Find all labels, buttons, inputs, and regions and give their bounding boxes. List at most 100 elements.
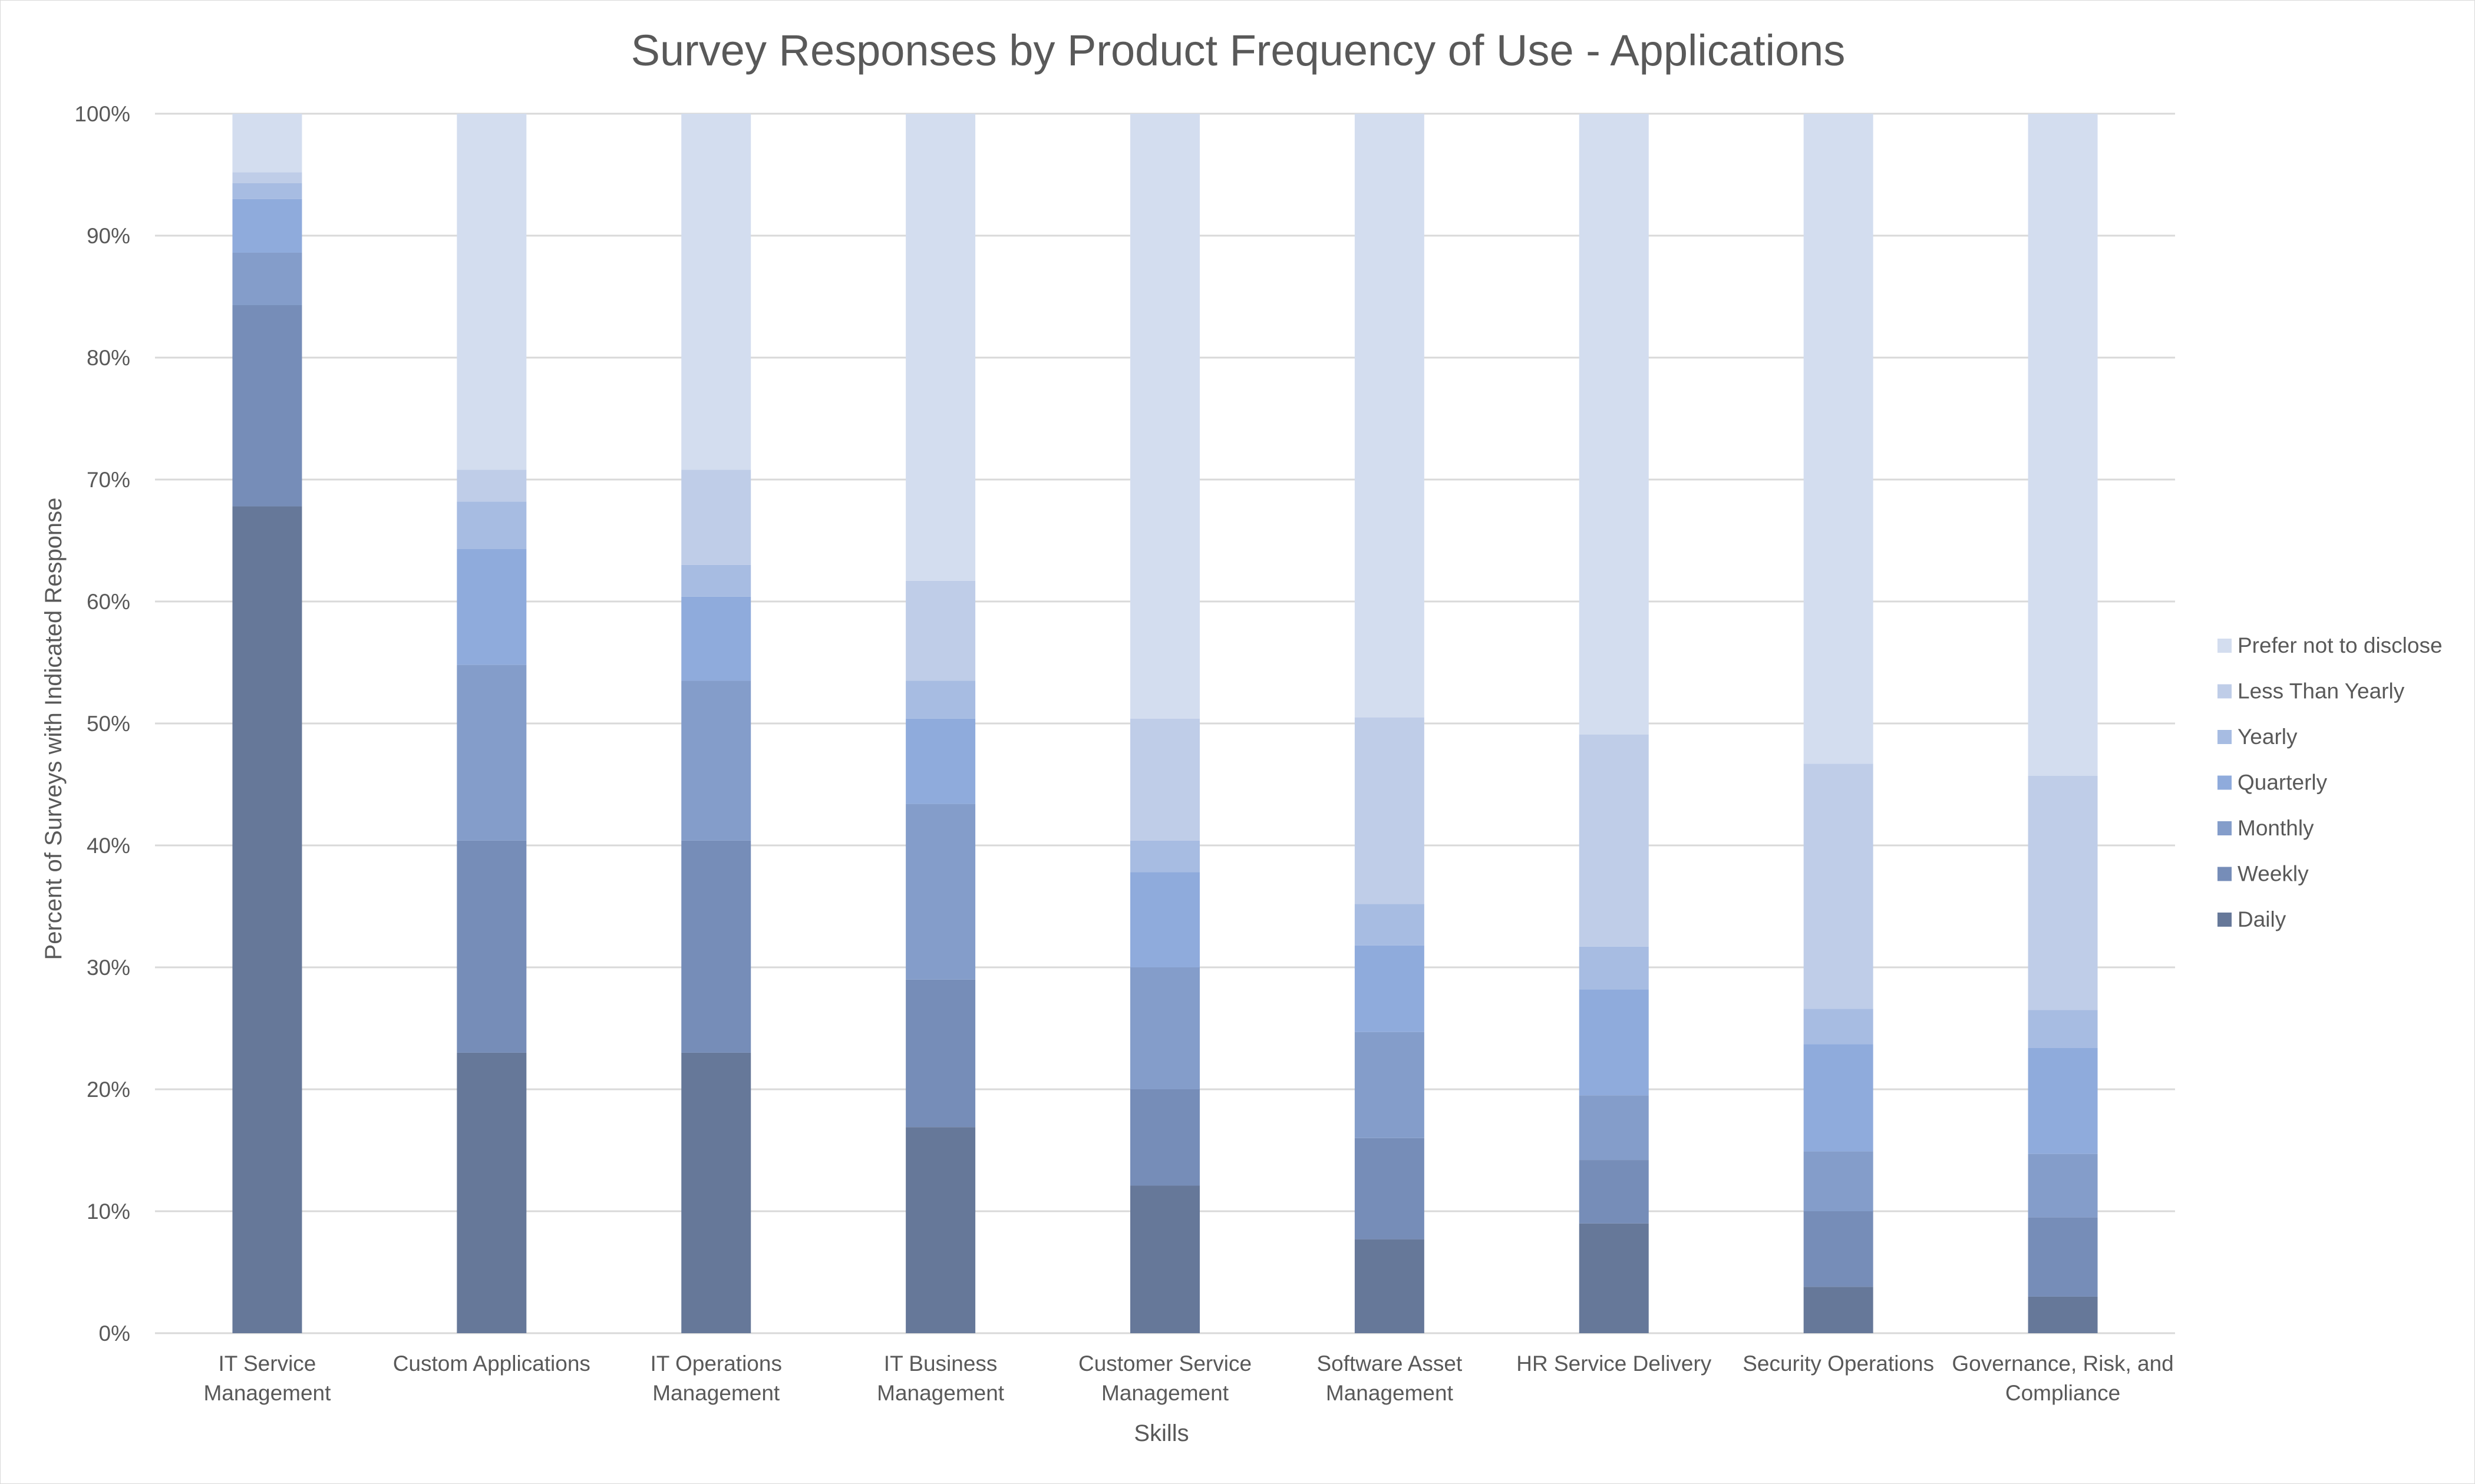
bar-segment <box>2028 776 2098 1010</box>
bar-segment <box>1130 114 1200 719</box>
bar-segment <box>681 114 751 470</box>
bar-segment <box>906 804 976 980</box>
x-tick-label: IT Business Management <box>877 1351 1005 1405</box>
bar-segment <box>1579 989 1649 1096</box>
bar-segment <box>232 506 302 1333</box>
y-tick-label: 50% <box>87 712 130 736</box>
bar-segment <box>1130 967 1200 1089</box>
bar-segment <box>906 1127 976 1333</box>
bar-segment <box>1803 1151 1873 1211</box>
x-tick-label: Governance, Risk, and Compliance <box>1952 1351 2173 1405</box>
legend-label: Yearly <box>2238 725 2298 749</box>
bar-segment <box>681 596 751 681</box>
bar-segment <box>2028 1047 2098 1154</box>
bar-segment <box>232 183 302 199</box>
bar-segment <box>681 564 751 597</box>
legend-item: Yearly <box>2217 725 2298 749</box>
legend-swatch <box>2217 639 2232 653</box>
bar-segment <box>457 114 527 470</box>
bar-segment <box>1803 1287 1873 1333</box>
bar-segment <box>1579 946 1649 990</box>
bar-stack <box>681 114 751 1333</box>
legend-swatch <box>2217 775 2232 790</box>
x-tick-label: Custom Applications <box>393 1351 590 1376</box>
bar-segment <box>1579 1223 1649 1333</box>
bar-segment <box>906 680 976 719</box>
legend-swatch <box>2217 867 2232 881</box>
y-tick-label: 0% <box>99 1321 130 1346</box>
bar-segment <box>1579 1160 1649 1224</box>
y-tick-label: 20% <box>87 1078 130 1102</box>
bar-stack <box>1579 114 1649 1333</box>
bar-stack <box>457 114 527 1333</box>
y-tick-label: 60% <box>87 590 130 614</box>
legend-label: Daily <box>2238 907 2286 931</box>
y-tick-label: 30% <box>87 956 130 980</box>
x-tick-label: IT Service Management <box>203 1351 331 1405</box>
legend-swatch <box>2217 821 2232 835</box>
bar-segment <box>1354 945 1424 1032</box>
bar-segment <box>1803 764 1873 1009</box>
bar-segment <box>906 114 976 581</box>
bar-segment <box>2028 114 2098 776</box>
bar-stack <box>1803 114 1873 1333</box>
bar-segment <box>1354 1032 1424 1138</box>
bar-stack <box>1354 114 1424 1333</box>
legend-item: Quarterly <box>2217 771 2328 795</box>
x-tick-label: Customer Service Management <box>1078 1351 1252 1405</box>
bar-segment <box>1130 1089 1200 1186</box>
bar-segment <box>906 580 976 681</box>
y-axis-ticks: 0% 10% 20% 30% 40% 50% 60% 70% 80% 90% 100% <box>74 102 130 1346</box>
y-tick-label: 80% <box>87 346 130 370</box>
bar-segment <box>681 1052 751 1333</box>
bar-segment <box>1130 872 1200 967</box>
bar-segment <box>232 199 302 253</box>
bar-segment <box>1354 114 1424 718</box>
legend: Prefer not to disclose Less Than Yearly Ye… <box>2217 633 2443 931</box>
bar-segment <box>1803 1211 1873 1287</box>
bar-segment <box>2028 1154 2098 1218</box>
bar-segment <box>1130 840 1200 872</box>
bar-segment <box>1579 114 1649 735</box>
bar-segment <box>1803 114 1873 764</box>
bar-segment <box>1579 734 1649 947</box>
y-tick-label: 90% <box>87 224 130 248</box>
legend-swatch <box>2217 684 2232 699</box>
x-tick-label: IT Operations Management <box>650 1351 781 1405</box>
bar-stack <box>2028 114 2098 1333</box>
bar-segment <box>232 252 302 305</box>
bar-segment <box>1354 1239 1424 1333</box>
bar-segment <box>681 680 751 841</box>
bar-stack <box>232 114 302 1333</box>
legend-label: Less Than Yearly <box>2238 679 2405 703</box>
bar-segment <box>1354 1138 1424 1240</box>
bar-segment <box>457 1052 527 1333</box>
x-axis-title: Skills <box>1134 1420 1189 1446</box>
x-axis-ticks: IT Service Management Custom Applications I… <box>203 1351 2173 1405</box>
legend-item: Less Than Yearly <box>2217 679 2405 703</box>
legend-swatch <box>2217 913 2232 927</box>
legend-label: Quarterly <box>2238 771 2328 795</box>
x-tick-label: HR Service Delivery <box>1516 1351 1712 1376</box>
bar-segment <box>2028 1217 2098 1297</box>
bar-segment <box>1130 718 1200 841</box>
y-tick-label: 70% <box>87 468 130 492</box>
bar-segment <box>681 840 751 1053</box>
bar-segment <box>2028 1010 2098 1048</box>
bar-segment <box>1803 1009 1873 1045</box>
legend-item: Prefer not to disclose <box>2217 633 2443 657</box>
legend-label: Monthly <box>2238 816 2314 840</box>
bar-segment <box>2028 1296 2098 1333</box>
bar-stack <box>906 114 976 1333</box>
legend-item: Daily <box>2217 907 2286 931</box>
bar-segment <box>1354 717 1424 904</box>
y-tick-label: 40% <box>87 834 130 858</box>
bar-segment <box>457 470 527 502</box>
bar-segment <box>232 172 302 183</box>
x-tick-label: Software Asset Management <box>1316 1351 1463 1405</box>
bar-segment <box>906 718 976 804</box>
bar-segment <box>681 470 751 565</box>
bar-segment <box>1803 1044 1873 1152</box>
bar-segment <box>457 665 527 841</box>
